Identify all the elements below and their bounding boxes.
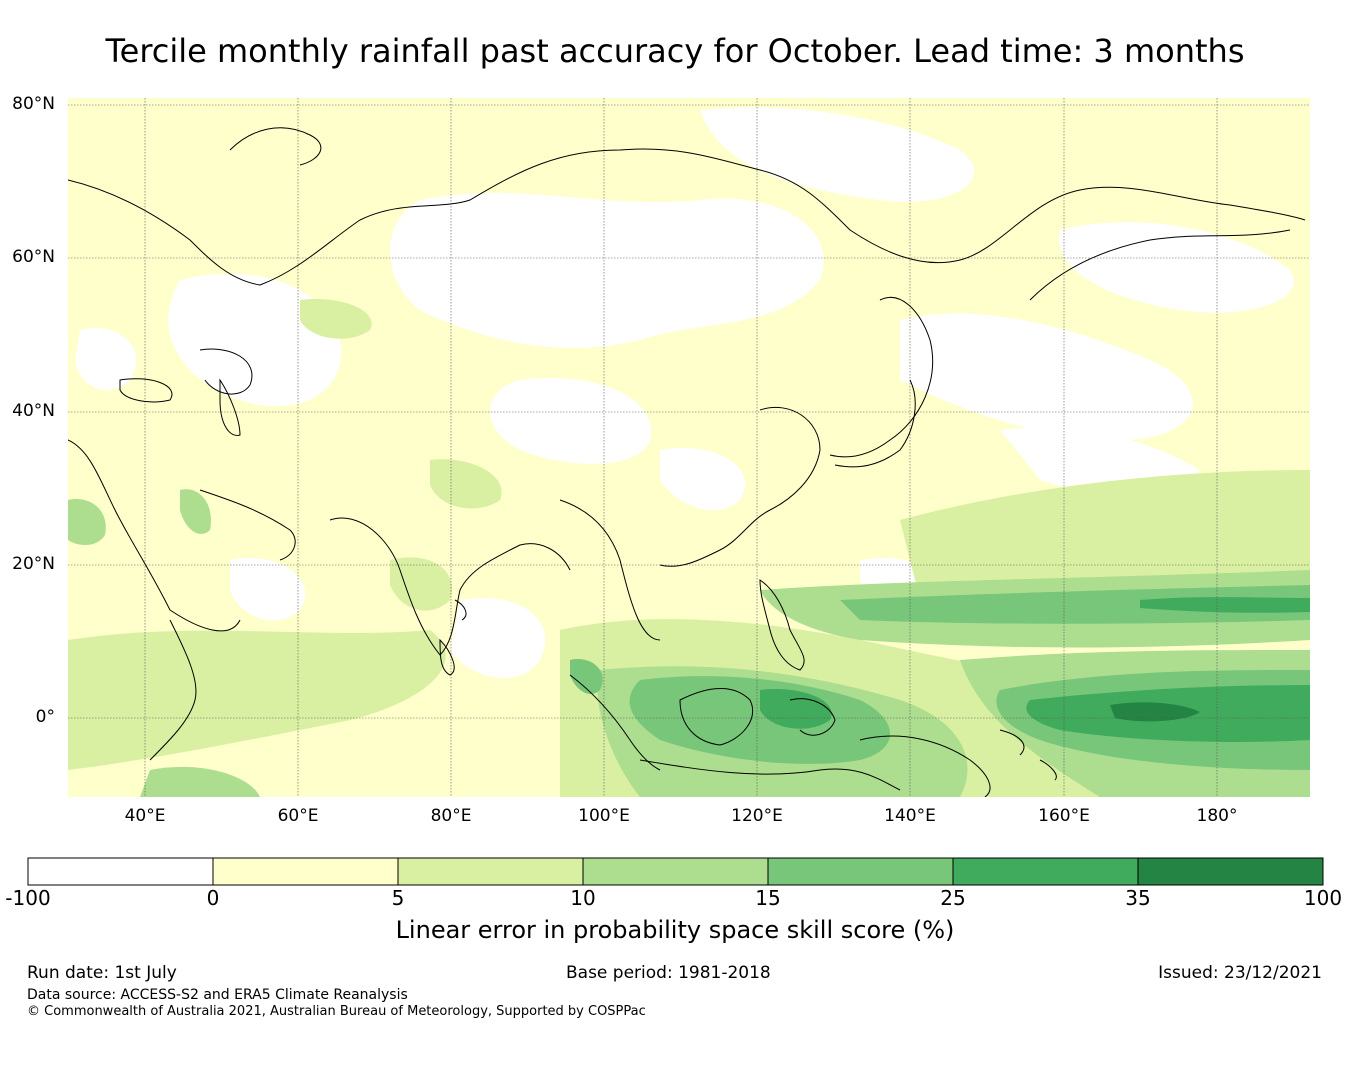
lat-label-20n: 20°N bbox=[12, 554, 55, 574]
lon-label-140e: 140°E bbox=[884, 806, 936, 826]
colorbar-tick-label: 5 bbox=[391, 886, 405, 910]
colorbar-swatch-1 bbox=[213, 858, 398, 885]
colorbar-swatch-4 bbox=[768, 858, 953, 885]
lon-label-100e: 100°E bbox=[578, 806, 630, 826]
skill-darkest-green-regions bbox=[1110, 702, 1200, 722]
lat-label-80n: 80°N bbox=[12, 94, 55, 114]
colorbar-tick-label: 15 bbox=[755, 886, 781, 910]
colorbar-tick-label: 10 bbox=[570, 886, 596, 910]
colorbar-swatch-6 bbox=[1138, 858, 1323, 885]
colorbar-swatch-2 bbox=[398, 858, 583, 885]
colorbar bbox=[27, 857, 1324, 886]
lon-label-60e: 60°E bbox=[277, 806, 319, 826]
colorbar-tick-label: 35 bbox=[1125, 886, 1151, 910]
lat-label-0: 0° bbox=[35, 707, 55, 727]
map-title: Tercile monthly rainfall past accuracy f… bbox=[105, 32, 1245, 70]
run-date: Run date: 1st July bbox=[27, 963, 177, 983]
data-source: Data source: ACCESS-S2 and ERA5 Climate … bbox=[27, 987, 408, 1003]
colorbar-title: Linear error in probability space skill … bbox=[395, 916, 955, 944]
skill-white-regions bbox=[75, 107, 1294, 679]
lon-label-180: 180° bbox=[1196, 806, 1238, 826]
colorbar-tick-label: 100 bbox=[1303, 886, 1343, 910]
coastlines bbox=[68, 127, 1306, 797]
colorbar-swatch-3 bbox=[583, 858, 768, 885]
colorbar-tick-label: 25 bbox=[940, 886, 966, 910]
copyright: © Commonwealth of Australia 2021, Austra… bbox=[27, 1004, 646, 1019]
lon-label-80e: 80°E bbox=[430, 806, 472, 826]
lat-label-40n: 40°N bbox=[12, 401, 55, 421]
colorbar-tick-label: 0 bbox=[206, 886, 220, 910]
lon-label-160e: 160°E bbox=[1038, 806, 1090, 826]
lon-label-120e: 120°E bbox=[731, 806, 783, 826]
lon-label-40e: 40°E bbox=[124, 806, 166, 826]
colorbar-swatch-5 bbox=[953, 858, 1138, 885]
map-gridlines bbox=[68, 98, 1310, 797]
issued-date: Issued: 23/12/2021 bbox=[1158, 963, 1322, 983]
base-period: Base period: 1981-2018 bbox=[566, 963, 771, 983]
lat-label-60n: 60°N bbox=[12, 247, 55, 267]
colorbar-swatch-0 bbox=[28, 858, 213, 885]
colorbar-tick-label: -100 bbox=[5, 886, 51, 910]
